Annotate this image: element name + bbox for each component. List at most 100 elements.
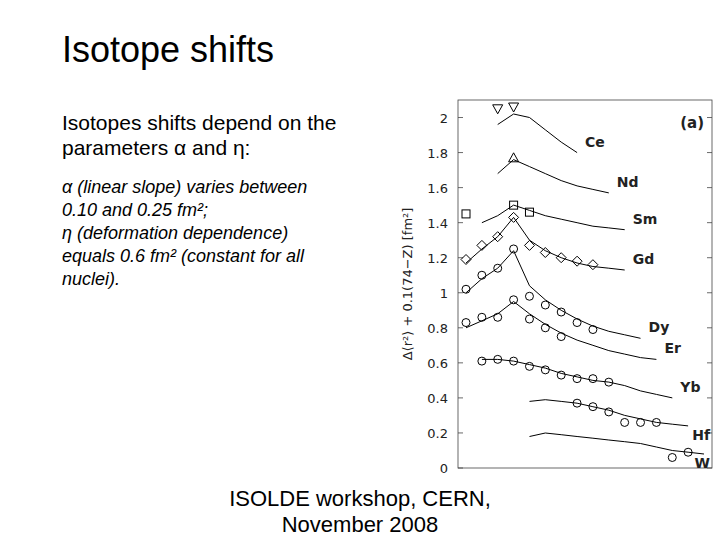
data-point: [462, 319, 470, 327]
y-tick: [458, 222, 463, 223]
series-label: Er: [664, 340, 681, 356]
data-point: [557, 371, 565, 379]
y-tick-label: 2: [440, 111, 448, 126]
series-label: Gd: [633, 251, 655, 267]
y-tick: [707, 187, 712, 188]
series-label: Hf: [692, 427, 711, 443]
y-tick-label: 1.6: [427, 181, 448, 196]
y-tick: [458, 362, 463, 363]
data-point: [494, 355, 502, 363]
bullet-text: nuclei).: [62, 269, 120, 289]
data-point: [573, 319, 581, 327]
theory-line: [466, 217, 625, 270]
slide: Isotope shifts Isotopes shifts depend on …: [0, 0, 720, 540]
data-point: [557, 308, 565, 316]
data-point: [525, 240, 535, 250]
data-point: [494, 264, 502, 272]
theory-line: [498, 114, 577, 153]
data-point: [510, 245, 518, 253]
y-tick: [458, 152, 463, 153]
data-point: [572, 256, 582, 266]
data-point: [510, 357, 518, 365]
y-tick: [458, 117, 463, 118]
bullet-text: η (deformation dependence): [62, 223, 288, 243]
data-point: [478, 357, 486, 365]
plot-frame: [458, 100, 712, 468]
panel-label: (a): [680, 114, 704, 132]
data-point: [462, 210, 470, 218]
data-point: [478, 271, 486, 279]
data-point: [541, 324, 549, 332]
y-tick: [458, 468, 463, 469]
y-tick-label: 0: [440, 461, 448, 476]
y-tick-label: 1.8: [427, 146, 448, 161]
y-tick: [458, 327, 463, 328]
series-label: Nd: [617, 174, 639, 190]
data-point: [589, 403, 597, 411]
data-point: [525, 292, 533, 300]
data-point: [573, 375, 581, 383]
data-point: [637, 418, 645, 426]
data-point: [621, 418, 629, 426]
data-point: [525, 315, 533, 323]
series-label: Dy: [649, 319, 670, 335]
bullet-text: 0.10 and 0.25 fm²;: [62, 200, 208, 220]
y-axis-title: Δ⟨r²⟩ + 0.1(74−Z) [fm²]: [400, 208, 415, 361]
data-point: [589, 326, 597, 334]
series-label: W: [695, 455, 710, 471]
data-point: [541, 366, 549, 374]
y-tick: [707, 327, 712, 328]
footer-text: ISOLDE workshop, CERN,: [229, 486, 491, 511]
data-point: [477, 240, 487, 250]
data-point: [478, 313, 486, 321]
series-label: Ce: [585, 134, 605, 150]
intro-text: Isotopes shifts depend on the: [62, 111, 336, 134]
data-point: [589, 375, 597, 383]
data-point: [509, 103, 519, 112]
data-point: [556, 253, 566, 263]
theory-line: [482, 205, 625, 230]
y-tick: [707, 397, 712, 398]
data-point: [509, 153, 519, 162]
theory-line: [466, 251, 641, 339]
data-point: [525, 208, 533, 216]
data-point: [540, 248, 550, 258]
y-tick: [707, 362, 712, 363]
data-point: [668, 453, 676, 461]
data-point: [525, 362, 533, 370]
data-point: [462, 285, 470, 293]
y-tick: [707, 117, 712, 118]
data-point: [573, 399, 581, 407]
intro-text: parameters α and η:: [62, 136, 250, 159]
y-tick: [707, 222, 712, 223]
plot-area: [461, 103, 704, 461]
y-tick: [458, 187, 463, 188]
theory-line: [466, 302, 656, 360]
y-tick: [458, 292, 463, 293]
y-tick: [707, 292, 712, 293]
data-point: [493, 105, 503, 114]
y-tick-label: 0.2: [427, 426, 448, 441]
data-point: [605, 378, 613, 386]
data-point: [461, 255, 471, 265]
theory-line: [530, 433, 705, 454]
data-point: [652, 418, 660, 426]
data-point: [510, 296, 518, 304]
slide-title: Isotope shifts: [62, 29, 274, 70]
y-tick-label: 1: [440, 286, 448, 301]
data-point: [493, 232, 503, 242]
data-point: [684, 448, 692, 456]
bullet-text: equals 0.6 fm² (constant for all: [62, 246, 305, 266]
y-tick: [458, 397, 463, 398]
data-point: [541, 301, 549, 309]
data-point: [509, 212, 519, 222]
y-tick-label: 0.6: [427, 356, 448, 371]
y-tick: [458, 432, 463, 433]
data-point: [510, 201, 518, 209]
y-tick: [707, 152, 712, 153]
theory-line: [498, 160, 609, 193]
data-point: [605, 408, 613, 416]
y-tick-label: 1.2: [427, 251, 448, 266]
data-point: [494, 313, 502, 321]
data-point: [557, 333, 565, 341]
